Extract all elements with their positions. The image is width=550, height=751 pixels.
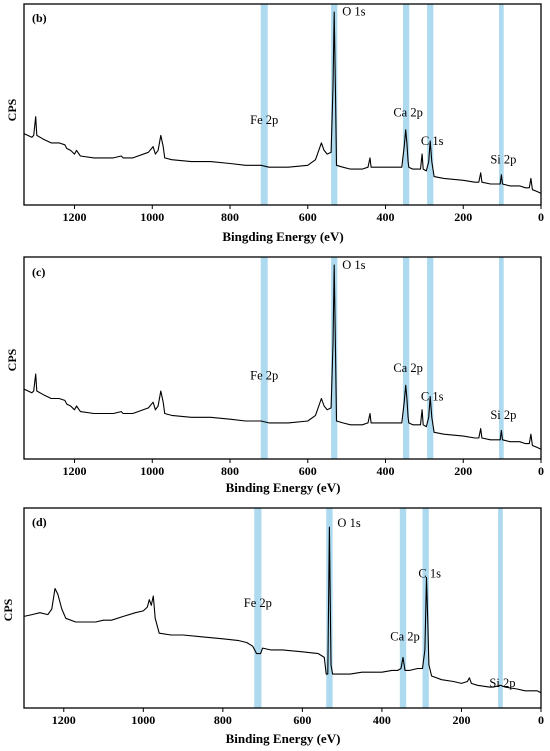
x-tick-label: 400 xyxy=(377,210,395,224)
highlight-band xyxy=(403,257,410,459)
x-axis-label: Binding Energy (eV) xyxy=(226,731,341,746)
spectrum-line xyxy=(23,526,542,694)
x-tick-label: 1200 xyxy=(63,210,87,224)
band-layer xyxy=(260,4,504,205)
x-axis-label: Bingding Energy (eV) xyxy=(222,229,343,244)
peak-label: Ca 2p xyxy=(393,106,423,120)
highlight-band xyxy=(499,257,504,459)
highlight-band xyxy=(498,508,503,708)
peak-label: C 1s xyxy=(421,389,444,403)
x-tick-label: 200 xyxy=(454,464,472,478)
peak-label: Si 2p xyxy=(490,152,516,166)
peak-label: Si 2p xyxy=(489,676,515,690)
y-axis-label: CPS xyxy=(1,598,15,621)
x-tick-label: 800 xyxy=(221,464,239,478)
x-axis-label: Binding Energy (eV) xyxy=(226,480,341,495)
x-tick-label: 600 xyxy=(299,464,317,478)
x-tick-label: 600 xyxy=(293,713,311,727)
x-tick-label: 0 xyxy=(538,713,544,727)
highlight-band xyxy=(331,4,338,205)
highlight-band xyxy=(403,4,410,205)
panel-b: 1200 1000 800 600 400 200 0 O 1s Fe 2p Ca 2p C 1s… xyxy=(5,3,544,244)
panel-label: (c) xyxy=(32,265,45,279)
peak-label: C 1s xyxy=(421,134,444,148)
peak-label: C 1s xyxy=(418,566,441,580)
x-axis: 1200 1000 800 600 400 200 0 xyxy=(63,205,544,224)
highlight-band xyxy=(427,4,434,205)
x-axis: 1200 1000 800 600 400 200 0 xyxy=(63,459,544,478)
panel-label: (d) xyxy=(32,515,47,529)
highlight-band xyxy=(331,257,338,459)
peak-label: O 1s xyxy=(342,5,365,19)
peak-labels: O 1s Fe 2p Ca 2p C 1s Si 2p xyxy=(244,516,516,690)
x-tick-label: 1200 xyxy=(52,713,76,727)
peak-label: O 1s xyxy=(342,258,365,272)
x-tick-label: 1000 xyxy=(140,464,164,478)
peak-label: Fe 2p xyxy=(250,113,278,127)
panel-d: 1200 1000 800 600 400 200 0 O 1s Fe 2p Ca 2p C 1s… xyxy=(1,507,544,746)
peak-label: Si 2p xyxy=(490,408,516,422)
spectrum-line xyxy=(23,11,542,194)
highlight-band xyxy=(260,257,268,459)
highlight-band xyxy=(326,508,333,708)
x-tick-label: 0 xyxy=(538,210,544,224)
highlight-band xyxy=(499,4,504,205)
x-tick-label: 200 xyxy=(452,713,470,727)
x-tick-label: 600 xyxy=(299,210,317,224)
x-tick-label: 400 xyxy=(377,464,395,478)
x-tick-label: 800 xyxy=(221,210,239,224)
y-axis-label: CPS xyxy=(5,348,19,371)
peak-label: O 1s xyxy=(337,516,360,530)
highlight-band xyxy=(427,257,434,459)
peak-label: Fe 2p xyxy=(250,369,278,383)
peak-label: Ca 2p xyxy=(393,361,423,375)
x-tick-label: 200 xyxy=(454,210,472,224)
x-tick-label: 800 xyxy=(214,713,232,727)
band-layer xyxy=(254,508,503,708)
x-tick-label: 400 xyxy=(373,713,391,727)
x-tick-label: 1000 xyxy=(131,713,155,727)
band-layer xyxy=(260,257,504,459)
peak-label: Ca 2p xyxy=(390,630,420,644)
spectrum-line xyxy=(23,264,542,450)
highlight-band xyxy=(260,4,268,205)
panel-label: (b) xyxy=(32,11,47,25)
peak-label: Fe 2p xyxy=(244,596,272,610)
y-axis-label: CPS xyxy=(5,98,19,121)
x-axis: 1200 1000 800 600 400 200 0 xyxy=(52,708,544,727)
x-tick-label: 1000 xyxy=(140,210,164,224)
x-tick-label: 1200 xyxy=(63,464,87,478)
plot-frame xyxy=(23,3,542,206)
x-tick-label: 0 xyxy=(538,464,544,478)
highlight-band xyxy=(254,508,262,708)
peak-labels: O 1s Fe 2p Ca 2p C 1s Si 2p xyxy=(250,5,516,167)
panel-c: 1200 1000 800 600 400 200 0 O 1s Fe 2p Ca 2p C 1s… xyxy=(5,256,544,495)
plot-frame xyxy=(23,256,542,460)
highlight-band xyxy=(399,508,407,708)
plot-frame xyxy=(23,507,542,709)
peak-labels: O 1s Fe 2p Ca 2p C 1s Si 2p xyxy=(250,258,516,422)
